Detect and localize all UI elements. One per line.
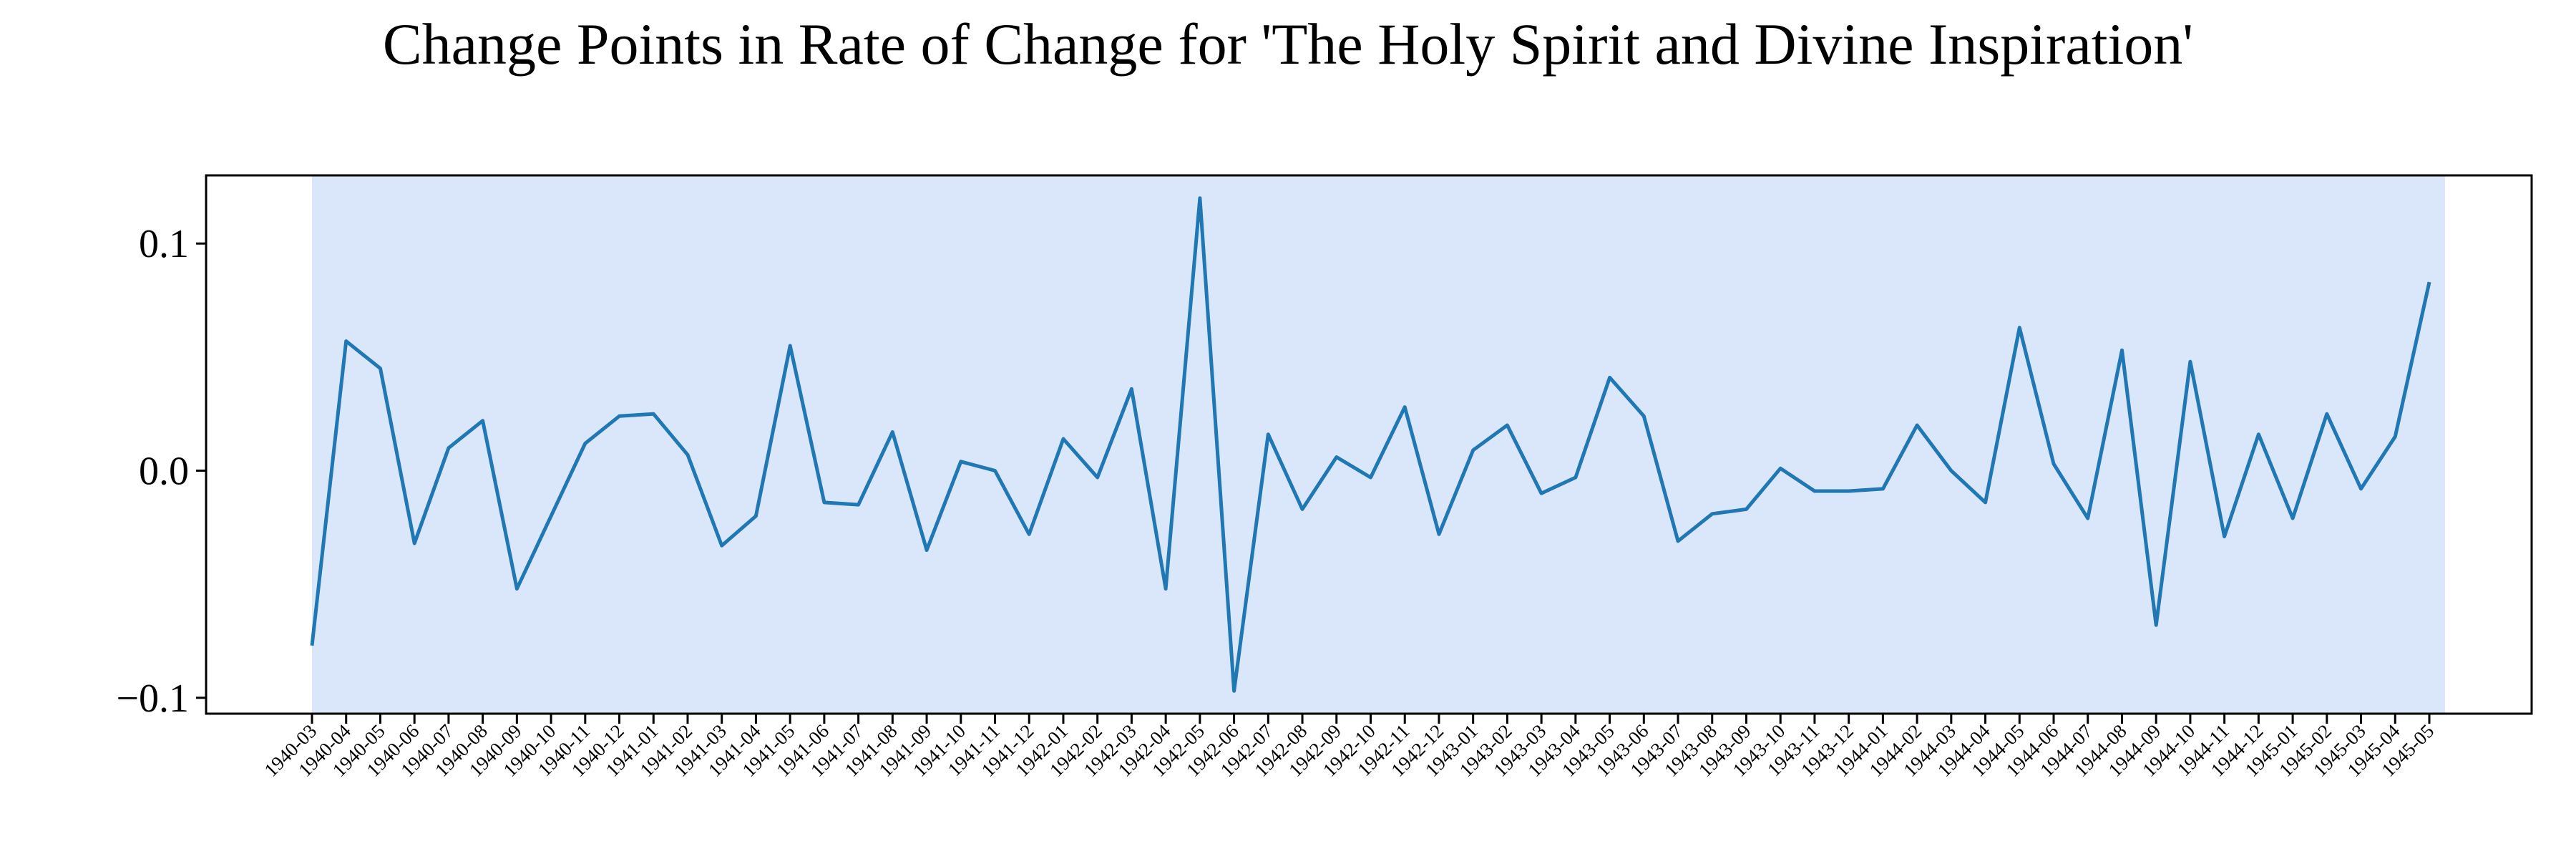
highlight-region bbox=[312, 175, 2445, 714]
y-axis: 0.1 0.0 −0.1 bbox=[116, 222, 206, 721]
x-axis: 1940-031940-041940-051940-061940-071940-… bbox=[260, 714, 2438, 781]
plot-frame bbox=[205, 174, 2533, 715]
y-tick-label: 0.1 bbox=[139, 222, 189, 266]
y-tick-label: 0.0 bbox=[139, 449, 189, 493]
series-line-layer bbox=[310, 196, 2431, 693]
highlight-region-layer bbox=[312, 175, 2445, 714]
chart-title: Change Points in Rate of Change for 'The… bbox=[382, 11, 2194, 77]
y-tick-label: −0.1 bbox=[116, 676, 189, 721]
